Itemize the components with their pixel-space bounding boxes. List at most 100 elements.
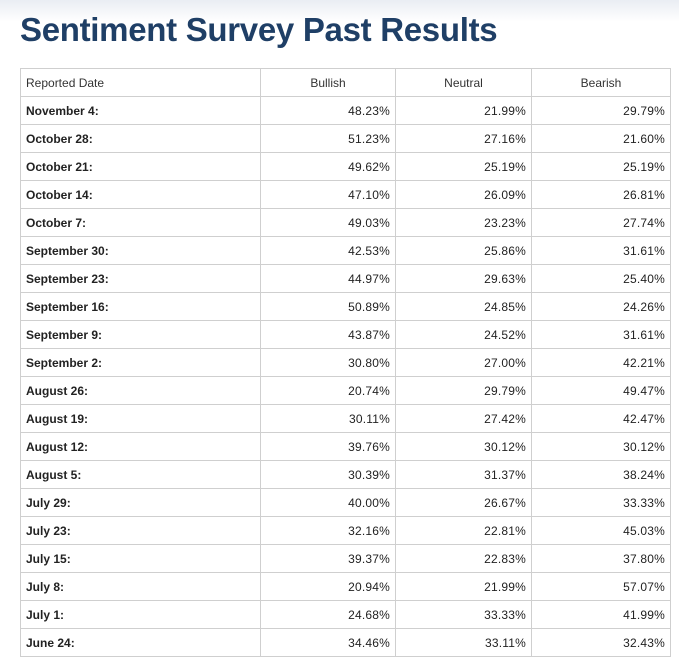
reported-date-cell: August 26: [20, 376, 261, 405]
table-row: July 8: 20.94% 21.99% 57.07% [20, 572, 671, 601]
table-row: September 16: 50.89% 24.85% 24.26% [20, 292, 671, 321]
bullish-value-cell: 43.87% [260, 320, 396, 349]
bearish-value-cell: 27.74% [531, 208, 671, 237]
bearish-value-cell: 29.79% [531, 96, 671, 125]
neutral-value-cell: 26.09% [395, 180, 532, 209]
bullish-value-cell: 20.94% [260, 572, 396, 601]
bearish-value-cell: 37.80% [531, 544, 671, 573]
bearish-value-cell: 31.61% [531, 320, 671, 349]
neutral-value-cell: 25.86% [395, 236, 532, 265]
header-row: Reported Date Bullish Neutral Bearish [20, 68, 671, 97]
table-row: August 5: 30.39% 31.37% 38.24% [20, 460, 671, 489]
reported-date-cell: July 1: [20, 600, 261, 629]
table-row: October 21: 49.62% 25.19% 25.19% [20, 152, 671, 181]
reported-date-cell: June 24: [20, 628, 261, 657]
reported-date-cell: October 28: [20, 124, 261, 153]
bearish-value-cell: 31.61% [531, 236, 671, 265]
reported-date-cell: October 14: [20, 180, 261, 209]
page-title: Sentiment Survey Past Results [20, 11, 498, 48]
neutral-value-cell: 27.42% [395, 404, 532, 433]
bullish-value-cell: 47.10% [260, 180, 396, 209]
table-row: November 4: 48.23% 21.99% 29.79% [20, 96, 671, 125]
reported-date-cell: July 15: [20, 544, 261, 573]
bullish-value-cell: 44.97% [260, 264, 396, 293]
bullish-value-cell: 24.68% [260, 600, 396, 629]
bullish-value-cell: 48.23% [260, 96, 396, 125]
header-reported-date: Reported Date [20, 68, 261, 97]
bullish-value-cell: 42.53% [260, 236, 396, 265]
neutral-value-cell: 33.11% [395, 628, 532, 657]
reported-date-cell: September 16: [20, 292, 261, 321]
bearish-value-cell: 24.26% [531, 292, 671, 321]
table-row: July 23: 32.16% 22.81% 45.03% [20, 516, 671, 545]
table-row: August 26: 20.74% 29.79% 49.47% [20, 376, 671, 405]
table-row: July 1: 24.68% 33.33% 41.99% [20, 600, 671, 629]
table-body: November 4: 48.23% 21.99% 29.79% October 28:… [20, 96, 671, 657]
bullish-value-cell: 50.89% [260, 292, 396, 321]
sentiment-results-table: Reported Date Bullish Neutral Bearish No… [20, 68, 671, 657]
neutral-value-cell: 26.67% [395, 488, 532, 517]
neutral-value-cell: 24.52% [395, 320, 532, 349]
table-row: October 7: 49.03% 23.23% 27.74% [20, 208, 671, 237]
bullish-value-cell: 39.37% [260, 544, 396, 573]
table-row: September 23: 44.97% 29.63% 25.40% [20, 264, 671, 293]
table-row: June 24: 34.46% 33.11% 32.43% [20, 628, 671, 657]
bearish-value-cell: 25.40% [531, 264, 671, 293]
bearish-value-cell: 33.33% [531, 488, 671, 517]
reported-date-cell: July 23: [20, 516, 261, 545]
bullish-value-cell: 34.46% [260, 628, 396, 657]
header-bearish: Bearish [531, 68, 671, 97]
bullish-value-cell: 20.74% [260, 376, 396, 405]
bullish-value-cell: 49.62% [260, 152, 396, 181]
bullish-value-cell: 39.76% [260, 432, 396, 461]
bearish-value-cell: 21.60% [531, 124, 671, 153]
bearish-value-cell: 26.81% [531, 180, 671, 209]
table-row: July 29: 40.00% 26.67% 33.33% [20, 488, 671, 517]
neutral-value-cell: 21.99% [395, 96, 532, 125]
neutral-value-cell: 29.63% [395, 264, 532, 293]
bearish-value-cell: 32.43% [531, 628, 671, 657]
neutral-value-cell: 25.19% [395, 152, 532, 181]
bearish-value-cell: 42.21% [531, 348, 671, 377]
neutral-value-cell: 23.23% [395, 208, 532, 237]
table-row: October 28: 51.23% 27.16% 21.60% [20, 124, 671, 153]
bearish-value-cell: 25.19% [531, 152, 671, 181]
bullish-value-cell: 49.03% [260, 208, 396, 237]
results-table-container: Reported Date Bullish Neutral Bearish No… [20, 68, 671, 657]
neutral-value-cell: 24.85% [395, 292, 532, 321]
neutral-value-cell: 22.83% [395, 544, 532, 573]
table-header: Reported Date Bullish Neutral Bearish [20, 68, 671, 97]
neutral-value-cell: 33.33% [395, 600, 532, 629]
bullish-value-cell: 30.39% [260, 460, 396, 489]
neutral-value-cell: 22.81% [395, 516, 532, 545]
neutral-value-cell: 30.12% [395, 432, 532, 461]
header-neutral: Neutral [395, 68, 532, 97]
neutral-value-cell: 29.79% [395, 376, 532, 405]
header-bullish: Bullish [260, 68, 396, 97]
bearish-value-cell: 41.99% [531, 600, 671, 629]
neutral-value-cell: 31.37% [395, 460, 532, 489]
reported-date-cell: November 4: [20, 96, 261, 125]
neutral-value-cell: 27.16% [395, 124, 532, 153]
reported-date-cell: September 9: [20, 320, 261, 349]
bullish-value-cell: 30.11% [260, 404, 396, 433]
bullish-value-cell: 40.00% [260, 488, 396, 517]
bullish-value-cell: 30.80% [260, 348, 396, 377]
reported-date-cell: September 30: [20, 236, 261, 265]
table-row: September 2: 30.80% 27.00% 42.21% [20, 348, 671, 377]
table-row: October 14: 47.10% 26.09% 26.81% [20, 180, 671, 209]
bearish-value-cell: 30.12% [531, 432, 671, 461]
neutral-value-cell: 21.99% [395, 572, 532, 601]
reported-date-cell: September 2: [20, 348, 261, 377]
table-row: July 15: 39.37% 22.83% 37.80% [20, 544, 671, 573]
reported-date-cell: August 5: [20, 460, 261, 489]
table-row: September 9: 43.87% 24.52% 31.61% [20, 320, 671, 349]
reported-date-cell: July 8: [20, 572, 261, 601]
table-row: September 30: 42.53% 25.86% 31.61% [20, 236, 671, 265]
reported-date-cell: October 7: [20, 208, 261, 237]
bullish-value-cell: 32.16% [260, 516, 396, 545]
reported-date-cell: August 19: [20, 404, 261, 433]
table-row: August 12: 39.76% 30.12% 30.12% [20, 432, 671, 461]
bearish-value-cell: 42.47% [531, 404, 671, 433]
